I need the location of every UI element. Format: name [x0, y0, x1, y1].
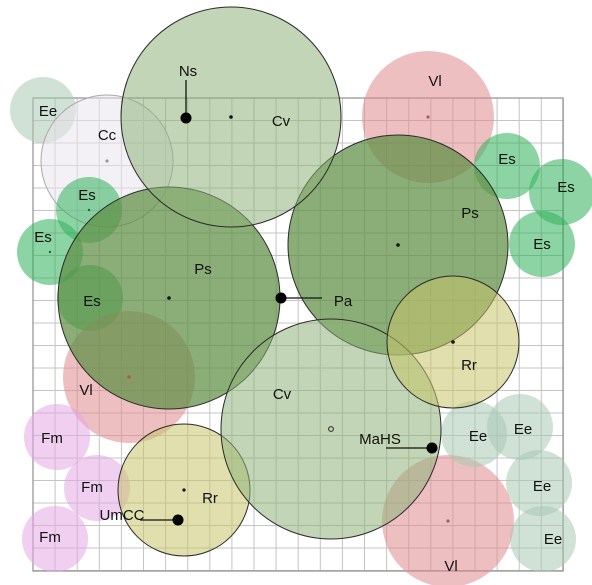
c-fm3-label: Fm: [39, 529, 61, 546]
c-ee-b3-label: Ee: [533, 478, 551, 495]
stem-callouts: [140, 80, 438, 526]
center-dot: [127, 375, 131, 379]
k-umcc-label: UmCC: [100, 507, 145, 524]
c-vl-bottom-label: Vl: [444, 558, 457, 575]
k-pa-stem-dot: [275, 292, 287, 304]
c-es-r3-label: Es: [533, 236, 551, 253]
c-vl-top-label: Vl: [428, 73, 441, 90]
center-dot: [87, 208, 91, 212]
c-cc-label: Cc: [98, 127, 117, 144]
c-cv-top-label: Cv: [272, 113, 291, 130]
c-es-r2-circle: [529, 159, 592, 225]
c-ee-b3-circle: [506, 450, 572, 516]
c-es-r3-circle: [509, 211, 575, 277]
c-vl-left-label: Vl: [79, 382, 92, 399]
c-cv-bottom-circle: [220, 318, 442, 540]
center-dot: [446, 519, 450, 523]
k-ns-label: Ns: [179, 63, 197, 80]
c-ee-b1-label: Ee: [469, 428, 487, 445]
k-pa-label: Pa: [334, 293, 353, 310]
c-ee-tl-label: Ee: [39, 103, 57, 120]
c-es-r1-circle: [474, 133, 540, 199]
c-es-l1-label: Es: [78, 187, 96, 204]
c-ee-b4-label: Ee: [544, 531, 562, 548]
c-ee-b2-circle: [487, 394, 553, 460]
species-labels: Ee Cc Vl Es Es Es Es Es Es Vl Ps Ps Cv Fm Fm Fm Rr Vl Ee Ee…: [34, 63, 575, 575]
c-rr-bottom-label: Rr: [202, 490, 218, 507]
c-ps-left-label: Ps: [194, 261, 212, 278]
k-mahs-label: MaHS: [359, 431, 401, 448]
center-dots: [48, 115, 455, 523]
c-fm2-label: Fm: [81, 479, 103, 496]
c-es-l3-label: Es: [83, 293, 101, 310]
c-fm1-label: Fm: [41, 430, 63, 447]
c-es-l2-label: Es: [34, 229, 52, 246]
center-dot: [167, 296, 171, 300]
center-dot: [328, 426, 334, 432]
center-dot: [48, 250, 52, 254]
c-es-r1-label: Es: [498, 151, 516, 168]
center-dot: [396, 243, 400, 247]
c-rr-right-label: Rr: [461, 357, 477, 374]
c-ps-right-label: Ps: [461, 205, 479, 222]
c-fm2-circle: [64, 455, 130, 521]
center-dot: [451, 340, 455, 344]
c-es-r2-label: Es: [557, 179, 575, 196]
c-cv-bottom-label: Cv: [273, 386, 292, 403]
c-fm1-circle: [24, 404, 90, 470]
c-fm3-circle: [22, 506, 88, 572]
center-dot: [426, 115, 430, 119]
k-umcc-stem-dot: [172, 514, 184, 526]
k-mahs-stem-dot: [426, 442, 438, 454]
center-dot: [182, 488, 186, 492]
c-ee-b2-label: Ee: [514, 421, 532, 438]
center-dot: [229, 115, 233, 119]
center-dot: [105, 159, 109, 163]
c-ee-b4-circle: [510, 506, 576, 572]
k-ns-stem-dot: [180, 112, 192, 124]
